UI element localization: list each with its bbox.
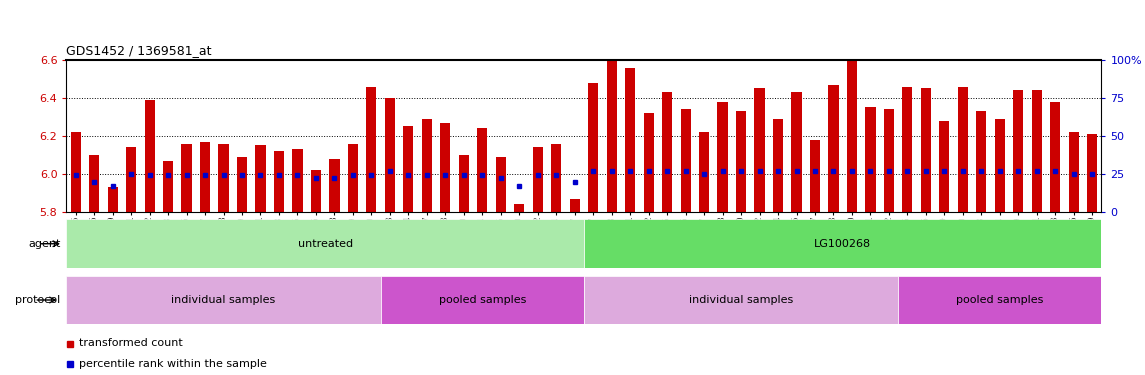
Bar bbox=[607, 60, 617, 212]
Bar bbox=[66, 219, 584, 268]
Text: agent: agent bbox=[29, 239, 61, 249]
Bar bbox=[310, 170, 321, 212]
Bar bbox=[828, 85, 838, 212]
Bar bbox=[866, 108, 876, 212]
Text: percentile rank within the sample: percentile rank within the sample bbox=[79, 359, 267, 369]
Bar bbox=[532, 147, 543, 212]
Bar bbox=[773, 119, 783, 212]
Bar bbox=[977, 111, 987, 212]
Bar bbox=[898, 276, 1101, 324]
Bar bbox=[421, 119, 432, 212]
Bar bbox=[403, 126, 413, 212]
Bar bbox=[219, 144, 229, 212]
Bar bbox=[89, 155, 100, 212]
Bar bbox=[1013, 90, 1024, 212]
Bar bbox=[181, 144, 191, 212]
Bar bbox=[348, 144, 358, 212]
Bar bbox=[551, 144, 561, 212]
Bar bbox=[736, 111, 747, 212]
Bar bbox=[662, 92, 672, 212]
Text: transformed count: transformed count bbox=[79, 339, 182, 348]
Bar bbox=[292, 149, 302, 212]
Bar bbox=[718, 102, 728, 212]
Bar bbox=[791, 92, 802, 212]
Bar bbox=[440, 123, 450, 212]
Bar bbox=[589, 83, 599, 212]
Text: LG100268: LG100268 bbox=[814, 239, 871, 249]
Bar bbox=[1068, 132, 1079, 212]
Text: pooled samples: pooled samples bbox=[956, 295, 1043, 305]
Bar bbox=[255, 146, 266, 212]
Bar bbox=[477, 128, 488, 212]
Bar bbox=[459, 155, 469, 212]
Bar bbox=[569, 199, 579, 212]
Bar bbox=[625, 68, 635, 212]
Bar bbox=[643, 113, 654, 212]
Bar bbox=[884, 110, 894, 212]
Bar bbox=[698, 132, 709, 212]
Bar bbox=[921, 88, 931, 212]
Bar bbox=[902, 87, 913, 212]
Bar bbox=[755, 88, 765, 212]
Bar bbox=[847, 54, 858, 212]
Bar bbox=[1050, 102, 1060, 212]
Bar bbox=[366, 87, 377, 212]
Bar bbox=[274, 151, 284, 212]
Text: individual samples: individual samples bbox=[172, 295, 276, 305]
Bar bbox=[1032, 90, 1042, 212]
Bar bbox=[584, 276, 898, 324]
Bar bbox=[939, 121, 949, 212]
Bar bbox=[385, 98, 395, 212]
Bar bbox=[66, 276, 380, 324]
Bar bbox=[995, 119, 1005, 212]
Text: GDS1452 / 1369581_at: GDS1452 / 1369581_at bbox=[66, 45, 212, 57]
Bar bbox=[810, 140, 820, 212]
Bar bbox=[126, 147, 136, 212]
Bar bbox=[1087, 134, 1097, 212]
Bar bbox=[163, 160, 173, 212]
Bar bbox=[680, 110, 690, 212]
Bar bbox=[108, 187, 118, 212]
Bar bbox=[584, 219, 1101, 268]
Text: untreated: untreated bbox=[298, 239, 353, 249]
Bar bbox=[71, 132, 81, 212]
Bar bbox=[496, 157, 506, 212]
Bar bbox=[144, 100, 155, 212]
Text: pooled samples: pooled samples bbox=[439, 295, 526, 305]
Text: individual samples: individual samples bbox=[689, 295, 793, 305]
Text: protocol: protocol bbox=[15, 295, 61, 305]
Bar bbox=[380, 276, 584, 324]
Bar bbox=[237, 157, 247, 212]
Bar bbox=[957, 87, 968, 212]
Bar bbox=[200, 142, 211, 212]
Bar bbox=[330, 159, 340, 212]
Bar bbox=[514, 204, 524, 212]
